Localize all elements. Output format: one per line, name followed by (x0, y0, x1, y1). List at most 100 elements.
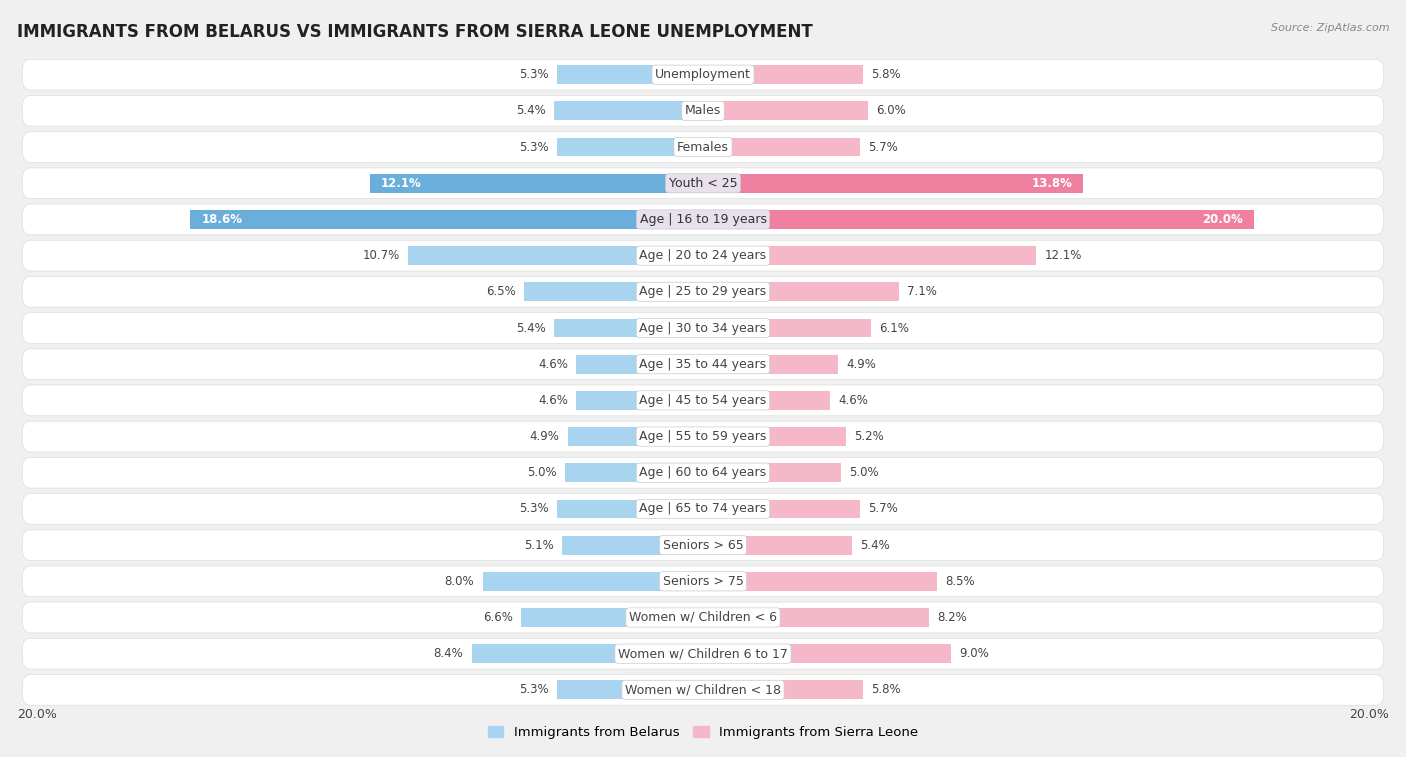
FancyBboxPatch shape (22, 494, 1384, 525)
Bar (524, 282, 703, 301)
Bar (703, 463, 841, 482)
Bar (408, 246, 703, 265)
Bar (568, 427, 703, 446)
Text: 5.8%: 5.8% (872, 684, 901, 696)
FancyBboxPatch shape (22, 132, 1384, 163)
Bar (554, 101, 703, 120)
Bar (522, 608, 703, 627)
Text: 9.0%: 9.0% (959, 647, 988, 660)
Bar (703, 319, 872, 338)
Text: Males: Males (685, 104, 721, 117)
Bar (703, 536, 852, 555)
Text: 20.0%: 20.0% (17, 708, 56, 721)
FancyBboxPatch shape (22, 385, 1384, 416)
Bar (703, 500, 860, 519)
Text: Age | 45 to 54 years: Age | 45 to 54 years (640, 394, 766, 407)
Text: 5.1%: 5.1% (524, 539, 554, 552)
Text: 5.7%: 5.7% (869, 503, 898, 516)
FancyBboxPatch shape (22, 566, 1384, 597)
Text: 5.4%: 5.4% (860, 539, 890, 552)
Bar (703, 246, 1036, 265)
Text: 8.4%: 8.4% (433, 647, 463, 660)
Bar (370, 174, 703, 193)
Bar (703, 355, 838, 374)
Bar (703, 644, 950, 663)
Text: Seniors > 65: Seniors > 65 (662, 539, 744, 552)
Text: Source: ZipAtlas.com: Source: ZipAtlas.com (1271, 23, 1389, 33)
Bar (557, 138, 703, 157)
Text: Women w/ Children 6 to 17: Women w/ Children 6 to 17 (619, 647, 787, 660)
Text: 6.6%: 6.6% (484, 611, 513, 624)
Text: 8.5%: 8.5% (945, 575, 976, 587)
Text: 6.0%: 6.0% (876, 104, 907, 117)
Bar (557, 681, 703, 699)
Text: 5.4%: 5.4% (516, 322, 546, 335)
FancyBboxPatch shape (22, 530, 1384, 560)
Text: Age | 35 to 44 years: Age | 35 to 44 years (640, 358, 766, 371)
Bar (482, 572, 703, 590)
Text: Women w/ Children < 18: Women w/ Children < 18 (626, 684, 780, 696)
Text: Age | 20 to 24 years: Age | 20 to 24 years (640, 249, 766, 262)
Bar (703, 681, 863, 699)
Bar (576, 355, 703, 374)
Text: 5.2%: 5.2% (855, 430, 884, 443)
Bar (554, 319, 703, 338)
Text: 7.1%: 7.1% (907, 285, 936, 298)
Bar (703, 282, 898, 301)
Text: Women w/ Children < 6: Women w/ Children < 6 (628, 611, 778, 624)
Bar (703, 427, 846, 446)
FancyBboxPatch shape (22, 168, 1384, 198)
Text: 4.9%: 4.9% (846, 358, 876, 371)
FancyBboxPatch shape (22, 313, 1384, 344)
Text: IMMIGRANTS FROM BELARUS VS IMMIGRANTS FROM SIERRA LEONE UNEMPLOYMENT: IMMIGRANTS FROM BELARUS VS IMMIGRANTS FR… (17, 23, 813, 41)
Text: Age | 25 to 29 years: Age | 25 to 29 years (640, 285, 766, 298)
Bar (703, 138, 860, 157)
FancyBboxPatch shape (22, 421, 1384, 452)
Text: 12.1%: 12.1% (381, 177, 422, 190)
Text: 13.8%: 13.8% (1032, 177, 1073, 190)
Bar (703, 101, 869, 120)
Text: 10.7%: 10.7% (363, 249, 399, 262)
Bar (576, 391, 703, 410)
Text: 5.8%: 5.8% (872, 68, 901, 81)
FancyBboxPatch shape (22, 276, 1384, 307)
Text: 5.0%: 5.0% (849, 466, 879, 479)
Text: 20.0%: 20.0% (1202, 213, 1243, 226)
Bar (471, 644, 703, 663)
Text: 4.6%: 4.6% (838, 394, 868, 407)
Text: Age | 16 to 19 years: Age | 16 to 19 years (640, 213, 766, 226)
FancyBboxPatch shape (22, 457, 1384, 488)
FancyBboxPatch shape (22, 674, 1384, 706)
Text: Unemployment: Unemployment (655, 68, 751, 81)
FancyBboxPatch shape (22, 638, 1384, 669)
Bar (562, 536, 703, 555)
FancyBboxPatch shape (22, 349, 1384, 379)
FancyBboxPatch shape (22, 602, 1384, 633)
Text: 5.3%: 5.3% (519, 68, 548, 81)
Bar (565, 463, 703, 482)
Bar (703, 174, 1083, 193)
Text: Seniors > 75: Seniors > 75 (662, 575, 744, 587)
FancyBboxPatch shape (22, 240, 1384, 271)
Legend: Immigrants from Belarus, Immigrants from Sierra Leone: Immigrants from Belarus, Immigrants from… (482, 721, 924, 744)
Bar (557, 500, 703, 519)
Text: 5.4%: 5.4% (516, 104, 546, 117)
Bar (190, 210, 703, 229)
FancyBboxPatch shape (22, 95, 1384, 126)
Text: 20.0%: 20.0% (1350, 708, 1389, 721)
Text: 5.3%: 5.3% (519, 141, 548, 154)
Text: Age | 55 to 59 years: Age | 55 to 59 years (640, 430, 766, 443)
Text: 5.3%: 5.3% (519, 684, 548, 696)
Text: Age | 30 to 34 years: Age | 30 to 34 years (640, 322, 766, 335)
Text: 8.2%: 8.2% (938, 611, 967, 624)
Text: 6.5%: 6.5% (486, 285, 516, 298)
Bar (703, 65, 863, 84)
Bar (557, 65, 703, 84)
Text: 6.1%: 6.1% (879, 322, 910, 335)
Bar (703, 572, 938, 590)
Text: 5.7%: 5.7% (869, 141, 898, 154)
Bar (703, 391, 830, 410)
FancyBboxPatch shape (22, 59, 1384, 90)
Text: Youth < 25: Youth < 25 (669, 177, 737, 190)
Text: 18.6%: 18.6% (201, 213, 242, 226)
